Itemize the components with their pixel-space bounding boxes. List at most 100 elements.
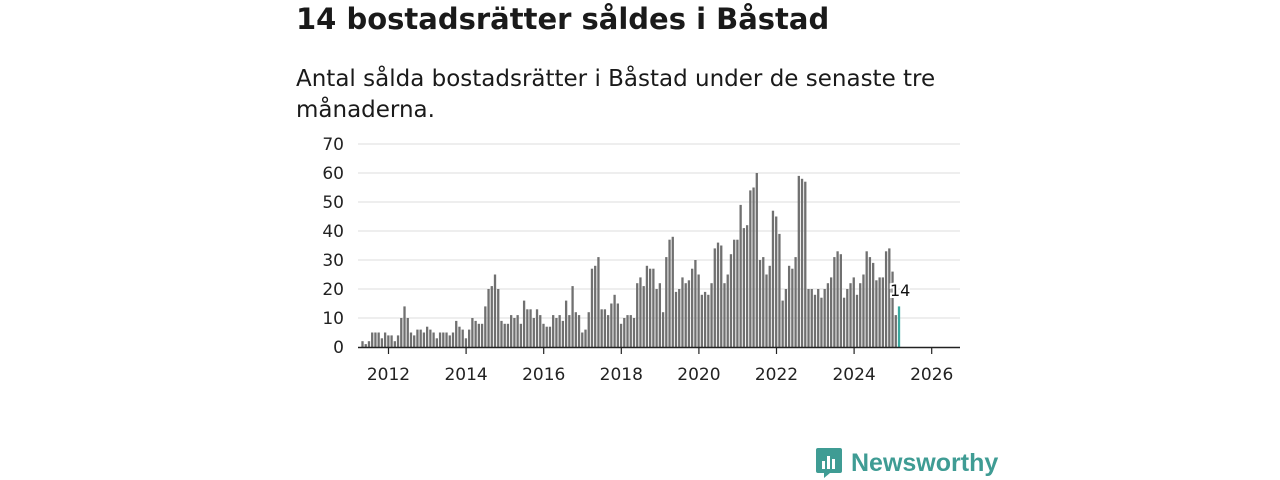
bar [429, 329, 432, 347]
bar [587, 312, 590, 347]
bar [694, 260, 697, 347]
bar [836, 251, 839, 347]
bar [626, 315, 629, 347]
bar [539, 315, 542, 347]
x-tick-label: 2016 [522, 365, 565, 385]
bar [842, 297, 846, 347]
bar [736, 239, 739, 347]
bar [364, 344, 367, 347]
bar [435, 338, 438, 347]
bar [710, 283, 713, 347]
bar [707, 294, 710, 347]
bar [771, 210, 775, 347]
bar [594, 265, 597, 347]
bar [581, 332, 584, 347]
bar [577, 315, 581, 347]
page-subtitle: Antal sålda bostadsrätter i Båstad under… [296, 66, 936, 123]
bar [584, 329, 587, 347]
bar [787, 265, 791, 347]
bar [894, 315, 897, 347]
x-tick-label: 2018 [600, 365, 643, 385]
bar [487, 289, 490, 347]
bar [823, 289, 826, 347]
bar [361, 341, 364, 347]
bar [765, 274, 768, 347]
bar [458, 326, 461, 347]
bar [849, 283, 852, 347]
bar [477, 323, 480, 347]
bar [396, 335, 400, 347]
bar [723, 283, 726, 347]
bar [522, 300, 526, 347]
bar [865, 251, 868, 347]
bar [629, 315, 632, 347]
bar [409, 332, 413, 347]
bar [471, 318, 474, 347]
bar [529, 309, 532, 347]
bar [733, 239, 736, 347]
bar [552, 315, 555, 347]
bar [374, 332, 377, 347]
bar [661, 312, 665, 347]
bar [768, 265, 771, 347]
y-tick-label: 60 [322, 164, 344, 184]
bar [442, 332, 445, 347]
bar [881, 277, 884, 347]
bar [826, 283, 830, 347]
bar-series [361, 173, 901, 347]
bar [564, 300, 568, 347]
bar [794, 257, 797, 347]
bar [745, 225, 749, 347]
bar [700, 294, 704, 347]
bar [532, 318, 535, 347]
bar [678, 289, 681, 347]
bar [422, 332, 426, 347]
bar [445, 332, 448, 347]
newsworthy-logo-icon [816, 448, 842, 478]
bar [713, 248, 716, 347]
x-tick-label: 2024 [832, 365, 875, 385]
bar [461, 329, 464, 347]
bar [597, 257, 600, 347]
bar [846, 289, 849, 347]
bar [390, 335, 393, 347]
bar [674, 291, 678, 347]
bar [665, 257, 668, 347]
bar [500, 320, 503, 347]
bar [493, 274, 497, 347]
bar [558, 315, 561, 347]
y-tick-label: 10 [322, 309, 344, 329]
bar [671, 236, 674, 347]
bar [448, 335, 451, 347]
bar [720, 245, 723, 347]
bar [619, 323, 623, 347]
bar [775, 216, 778, 347]
y-tick-label: 50 [322, 193, 344, 213]
bar [813, 294, 817, 347]
bar [791, 268, 794, 347]
bar [804, 181, 807, 347]
x-tick-label: 2020 [677, 365, 720, 385]
bar [668, 239, 671, 347]
bar [464, 338, 468, 347]
bar [383, 332, 387, 347]
bar [419, 329, 422, 347]
highlight-label: 14 [890, 281, 910, 300]
bar [545, 326, 548, 347]
x-tick-label: 2026 [910, 365, 953, 385]
bar [684, 283, 687, 347]
bar [716, 242, 720, 347]
bar [497, 289, 500, 347]
bar [739, 204, 742, 347]
bar [729, 254, 733, 347]
bar [726, 274, 729, 347]
bar [784, 289, 788, 347]
bar [432, 332, 435, 347]
bar [506, 323, 510, 347]
bar [613, 294, 616, 347]
bar [490, 286, 493, 347]
x-axis: 2012 2014 2016 2018 2020 2022 2024 2026 [358, 346, 960, 385]
bar [403, 306, 406, 347]
x-tick-label: 2014 [444, 365, 487, 385]
bar [616, 303, 619, 347]
